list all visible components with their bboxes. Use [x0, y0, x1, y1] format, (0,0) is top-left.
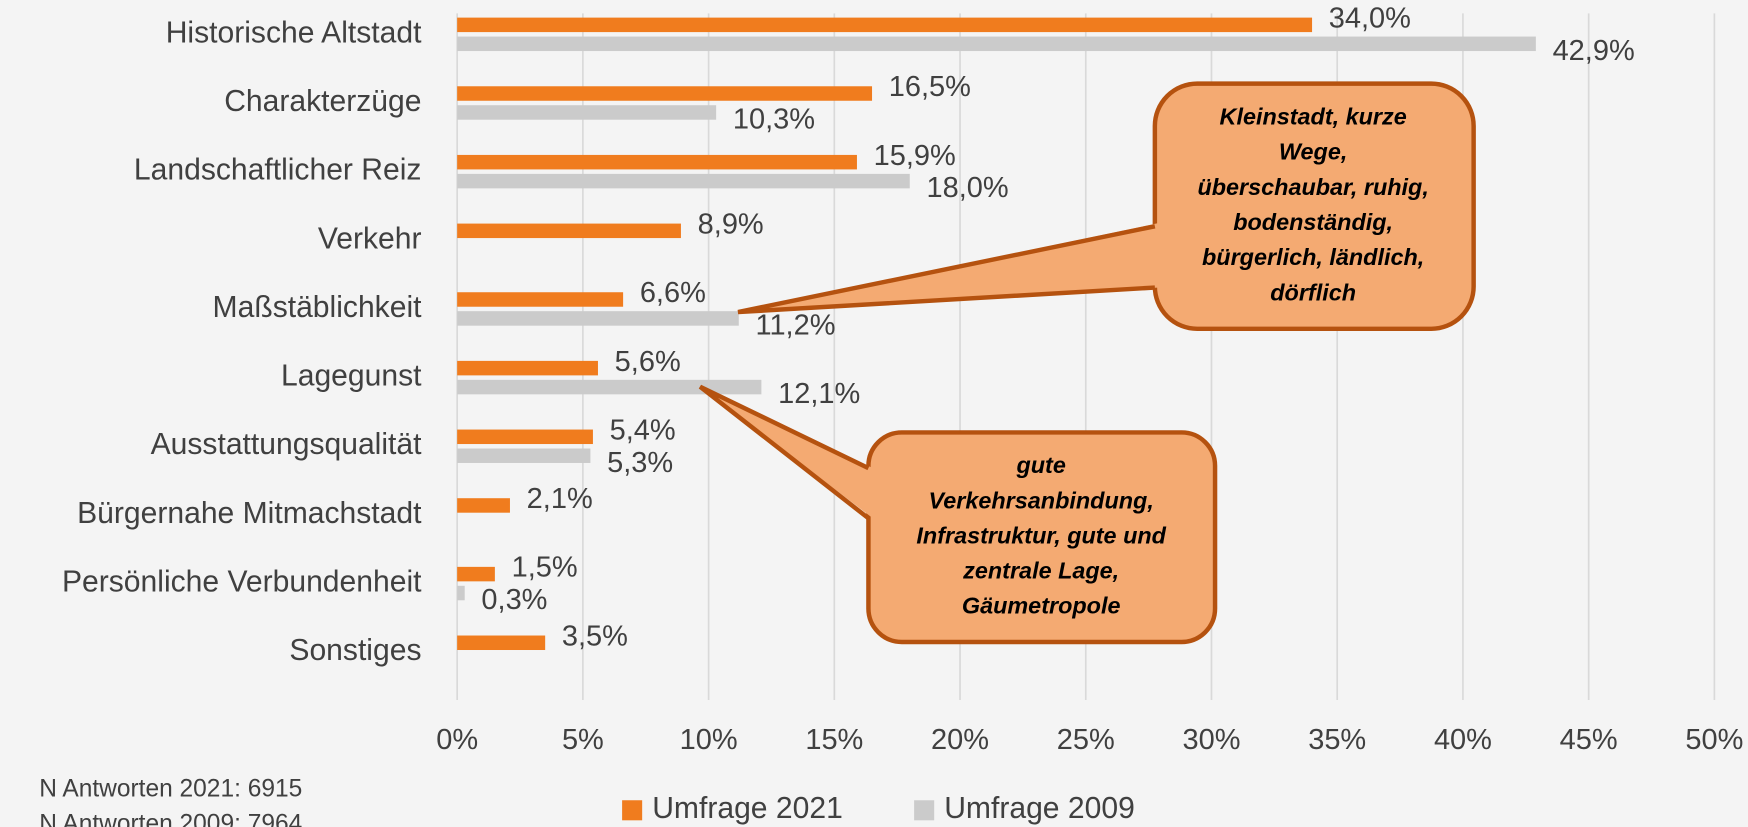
bar — [457, 105, 717, 120]
bar — [457, 635, 546, 651]
x-tick-label: 0% — [436, 724, 478, 756]
y-tick-label: Maßstäblichkeit — [213, 291, 423, 324]
bar — [457, 173, 910, 189]
bar — [457, 566, 495, 582]
legend-label: Umfrage 2009 — [944, 792, 1135, 825]
value-label: 2,1% — [527, 483, 593, 515]
value-label: 5,4% — [610, 414, 676, 446]
bar — [457, 17, 1313, 33]
callout-pointer-edge — [698, 384, 870, 521]
annotation-text: dörflich — [1270, 279, 1356, 305]
legend-swatch — [914, 800, 935, 821]
y-tick-label: Lagegunst — [281, 360, 422, 393]
value-label: 5,6% — [615, 346, 681, 378]
callout — [737, 81, 1476, 332]
bars — [457, 17, 1536, 651]
x-tick-label: 5% — [562, 724, 604, 756]
x-tick-label: 15% — [805, 724, 863, 756]
legend-label: Umfrage 2021 — [652, 792, 843, 825]
value-label: 42,9% — [1553, 35, 1635, 67]
bar — [457, 311, 739, 326]
bar — [457, 448, 591, 463]
value-label: 8,9% — [698, 208, 764, 240]
annotation-text: Infrastruktur, gute und — [916, 522, 1166, 548]
annotation-text: zentrale Lage, — [962, 558, 1119, 584]
annotation-text: gute — [1015, 452, 1065, 478]
value-label: 15,9% — [874, 140, 956, 172]
x-tick-label: 50% — [1685, 724, 1743, 756]
bar — [457, 292, 624, 307]
bar — [457, 379, 762, 395]
x-tick-label: 25% — [1057, 724, 1115, 756]
callout-box — [1152, 81, 1476, 332]
y-tick-label: Verkehr — [318, 222, 422, 255]
bar — [457, 429, 593, 445]
value-label: 0,3% — [481, 584, 547, 616]
x-tick-label: 35% — [1308, 724, 1366, 756]
bar — [457, 154, 857, 170]
y-tick-label: Charakterzüge — [224, 85, 421, 118]
bar — [457, 223, 681, 239]
annotation-text: bodenständig, — [1233, 209, 1393, 235]
x-tick-label: 20% — [931, 724, 989, 756]
value-label: 1,5% — [512, 552, 578, 584]
value-label: 10,3% — [733, 103, 815, 135]
value-label: 3,5% — [562, 620, 628, 652]
bar — [457, 498, 510, 513]
y-tick-label: Landschaftlicher Reiz — [134, 154, 422, 187]
annotation-text: bürgerlich, ländlich, — [1202, 244, 1424, 270]
y-tick-label: Sonstiges — [289, 634, 421, 667]
value-label: 11,2% — [755, 309, 835, 341]
note: N Antworten 2021: 6915 — [39, 776, 302, 803]
callout — [698, 384, 1218, 645]
y-tick-label: Bürgernahe Mitmachstadt — [77, 497, 422, 530]
y-tick-label: Historische Altstadt — [166, 16, 422, 49]
value-label: 12,1% — [778, 378, 860, 410]
value-label: 16,5% — [889, 71, 971, 103]
bar — [457, 36, 1536, 52]
bar — [457, 585, 465, 601]
legend-swatch — [622, 800, 643, 821]
annotation-text: Verkehrsanbindung, — [929, 487, 1154, 513]
annotations: Kleinstadt, kurze Wege, überschaubar, ruhi… — [916, 103, 1428, 618]
value-label: 5,3% — [607, 447, 673, 479]
bar — [457, 360, 598, 376]
x-tick-label: 40% — [1434, 724, 1492, 756]
note: N Antworten 2009: 7964 — [39, 810, 302, 827]
x-tick-label: 45% — [1560, 724, 1618, 756]
value-label: 34,0% — [1329, 2, 1411, 34]
callout-box — [866, 430, 1218, 645]
annotation-text: Wege, — [1279, 139, 1347, 165]
y-tick-label: Ausstattungsqualität — [151, 428, 423, 461]
value-label: 18,0% — [926, 172, 1008, 204]
annotation-text: Gäumetropole — [962, 593, 1121, 619]
bar — [457, 86, 873, 101]
y-tick-label: Persönliche Verbundenheit — [62, 566, 422, 599]
value-label: 6,6% — [640, 277, 706, 309]
x-tick-label: 10% — [680, 724, 738, 756]
x-tick-label: 30% — [1182, 724, 1240, 756]
callout-pointer-edge — [737, 224, 1156, 315]
annotation-text: Kleinstadt, kurze — [1220, 103, 1407, 129]
annotation-text: überschaubar, ruhig, — [1197, 174, 1428, 200]
